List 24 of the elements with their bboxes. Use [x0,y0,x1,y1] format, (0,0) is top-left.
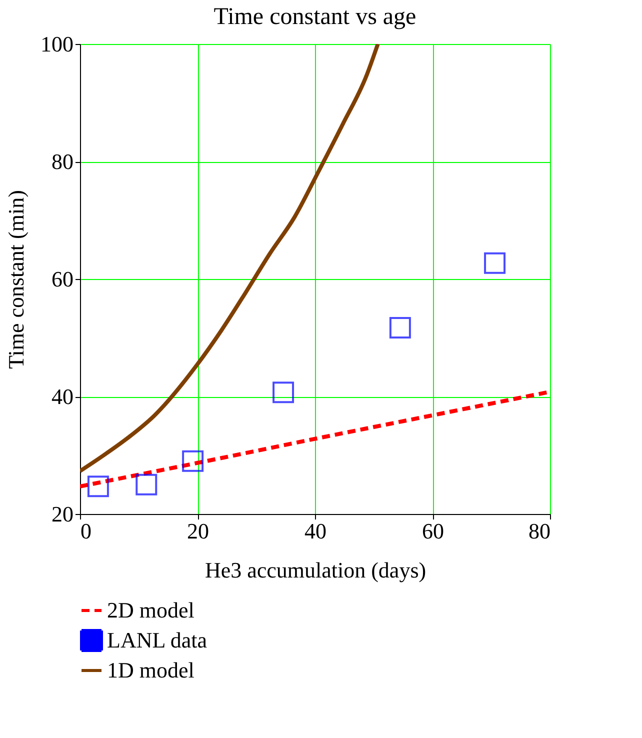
chart-title: Time constant vs age [214,4,416,30]
point [136,474,158,496]
x-tick-label: 80 [528,518,550,544]
x-axis-title: He3 accumulation (days) [204,558,426,582]
y-tick-label: 20 [52,502,74,526]
point [389,317,411,339]
y-tick-label: 80 [52,149,74,174]
y-tick-label: 100 [40,32,74,56]
line-series [80,390,550,488]
y-tick-label: 40 [52,384,74,409]
y-tick-label: 60 [52,266,74,292]
y-axis-title: Time constant (min) [4,190,28,369]
x-tick-label: 0 [80,518,92,544]
x-tick-label: 40 [304,518,326,544]
legend-label: 2D model [107,598,194,622]
point [87,476,109,498]
x-tick-label: 60 [422,518,444,544]
x-tick-label: 20 [187,518,209,544]
line-series [80,44,380,474]
legend-label: 1D model [107,658,194,682]
legend-label: LANL data [107,628,208,652]
point [272,382,294,404]
point [484,252,506,274]
point [182,450,204,472]
